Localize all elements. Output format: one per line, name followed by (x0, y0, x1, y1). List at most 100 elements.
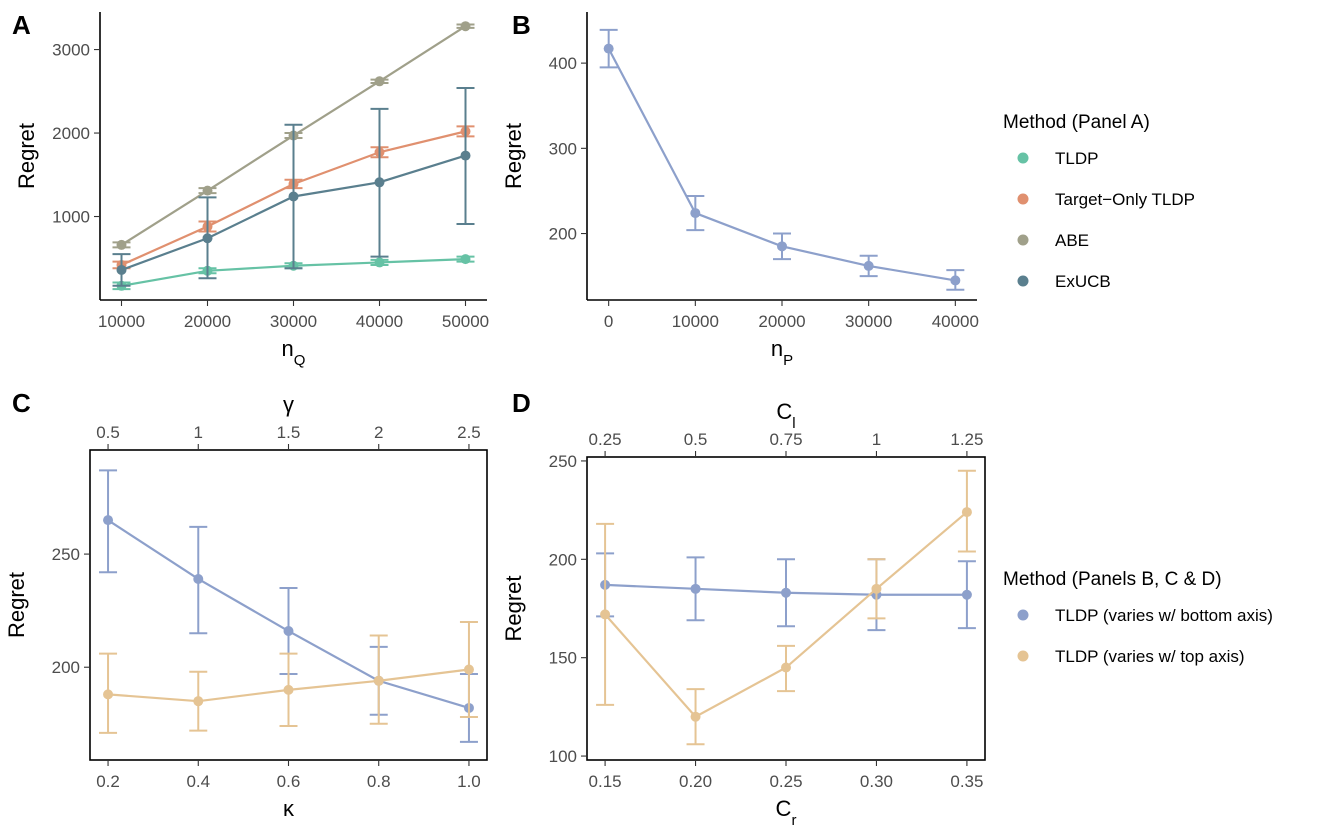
data-point (116, 239, 127, 250)
x-axis-title-A: nQ (282, 336, 306, 369)
y-tick-label-A: 2000 (52, 124, 90, 143)
y-axis-title-D: Regret (501, 575, 526, 641)
legend-label: TLDP (varies w/ top axis) (1055, 647, 1245, 666)
y-axis-title-B: Regret (501, 123, 526, 189)
data-point (103, 515, 114, 526)
legend-title: Method (Panels B, C & D) (1003, 569, 1222, 590)
panel-tag-A: A (12, 10, 31, 40)
data-point (193, 696, 204, 707)
top-tick-label-D: 0.75 (769, 430, 802, 449)
data-point (283, 626, 294, 637)
x-tick-label-D: 0.15 (589, 772, 622, 791)
x-axis-title-sub-A: Q (294, 352, 306, 369)
y-axis-title-A: Regret (14, 123, 39, 189)
x-tick-label-D: 0.35 (950, 772, 983, 791)
top-tick-label-C: 0.5 (96, 423, 120, 442)
series-A-3 (112, 86, 475, 287)
series-C-1 (99, 620, 478, 734)
x-tick-label-B: 10000 (672, 312, 719, 331)
legend-label: Target−Only TLDP (1055, 190, 1195, 209)
panel-tag-C: C (12, 388, 31, 418)
data-point (603, 43, 614, 54)
legend-swatch (1017, 609, 1029, 621)
panel-tag-D: D (512, 388, 531, 418)
data-point (690, 583, 701, 594)
x-tick-label-B: 30000 (845, 312, 892, 331)
top-tick-label-D: 1 (872, 430, 881, 449)
data-point (777, 241, 787, 252)
data-point (690, 711, 701, 722)
y-tick-label-D: 150 (549, 649, 577, 668)
legend-label: ABE (1055, 231, 1089, 250)
data-point (863, 260, 874, 271)
top-tick-label-C: 1.5 (277, 423, 301, 442)
y-tick-label-A: 1000 (52, 208, 90, 227)
x-tick-label-D: 0.25 (769, 772, 802, 791)
data-point (193, 573, 204, 584)
x-tick-label-D: 0.20 (679, 772, 712, 791)
y-tick-label-B: 200 (549, 225, 577, 244)
x-axis-title-sub-B: P (783, 352, 793, 369)
top-tick-label-D: 0.25 (589, 430, 622, 449)
data-point (374, 177, 385, 188)
data-point (283, 684, 294, 695)
data-point (103, 689, 114, 700)
y-tick-label-B: 300 (549, 139, 577, 158)
data-point (374, 76, 385, 87)
data-point (871, 583, 882, 594)
data-point (690, 208, 701, 219)
data-point (288, 191, 299, 202)
panel-A: A 1000 2000 3000 10000 20000 30000 40000 50000 nQ… (12, 10, 489, 369)
x-tick-label-C: 0.2 (96, 772, 120, 791)
x-tick-label-A: 20000 (184, 312, 231, 331)
top-axis-title-C: γ (283, 392, 294, 417)
legend-1: Method (Panel A) TLDP Target−Only TLDP ABE E… (1003, 112, 1195, 291)
data-point (781, 662, 791, 673)
top-tick-label-D: 0.5 (684, 430, 708, 449)
legend-swatch (1017, 193, 1029, 205)
legend-label: ExUCB (1055, 272, 1111, 291)
data-point (961, 507, 972, 518)
x-tick-label-C: 0.6 (277, 772, 301, 791)
panel-B: B 200 300 400 0 10000 20000 30000 40000 nP Regret (501, 10, 979, 369)
data-point (463, 664, 474, 675)
top-tick-label-C: 1 (194, 423, 203, 442)
data-point (460, 150, 471, 161)
legend-swatch (1017, 152, 1029, 164)
data-point (781, 587, 791, 598)
x-tick-label-A: 10000 (98, 312, 145, 331)
panel-D: D 100 150 200 250 0.15 0.20 0.25 0.30 0.35 0.25 0.5… (501, 388, 986, 829)
top-tick-label-C: 2.5 (457, 423, 481, 442)
legend-swatch (1017, 650, 1029, 662)
data-point (460, 21, 471, 32)
top-axis-title-D: Cl (776, 399, 795, 432)
data-point (116, 264, 127, 275)
y-tick-label-D: 200 (549, 550, 577, 569)
y-tick-label-C: 200 (52, 658, 80, 677)
panel-C: C 200 250 0.2 0.4 0.6 0.8 1.0 0.5 1 1.5 2 2.5 γ κ Regre… (4, 388, 488, 821)
data-point (202, 185, 213, 196)
data-point (373, 675, 384, 686)
panel-tag-B: B (512, 10, 531, 40)
x-tick-label-A: 30000 (270, 312, 317, 331)
x-tick-label-B: 0 (604, 312, 613, 331)
y-tick-label-D: 100 (549, 747, 577, 766)
legend-label: TLDP (varies w/ bottom axis) (1055, 606, 1273, 625)
data-point (961, 589, 972, 600)
legend-title: Method (Panel A) (1003, 112, 1150, 133)
legend-label: TLDP (1055, 149, 1098, 168)
data-point (460, 254, 471, 265)
x-tick-label-B: 40000 (932, 312, 979, 331)
top-tick-label-C: 2 (374, 423, 383, 442)
legend-swatch (1017, 234, 1029, 246)
legend-2: Method (Panels B, C & D) TLDP (varies w/ … (1003, 569, 1273, 666)
x-axis-title-B: nP (771, 336, 793, 369)
y-tick-label-A: 3000 (52, 41, 90, 60)
y-axis-title-C: Regret (4, 572, 29, 638)
legend-swatch (1017, 275, 1029, 287)
data-point (950, 275, 961, 286)
x-tick-label-C: 1.0 (457, 772, 481, 791)
y-tick-label-B: 400 (549, 54, 577, 73)
top-tick-label-D: 1.25 (950, 430, 983, 449)
